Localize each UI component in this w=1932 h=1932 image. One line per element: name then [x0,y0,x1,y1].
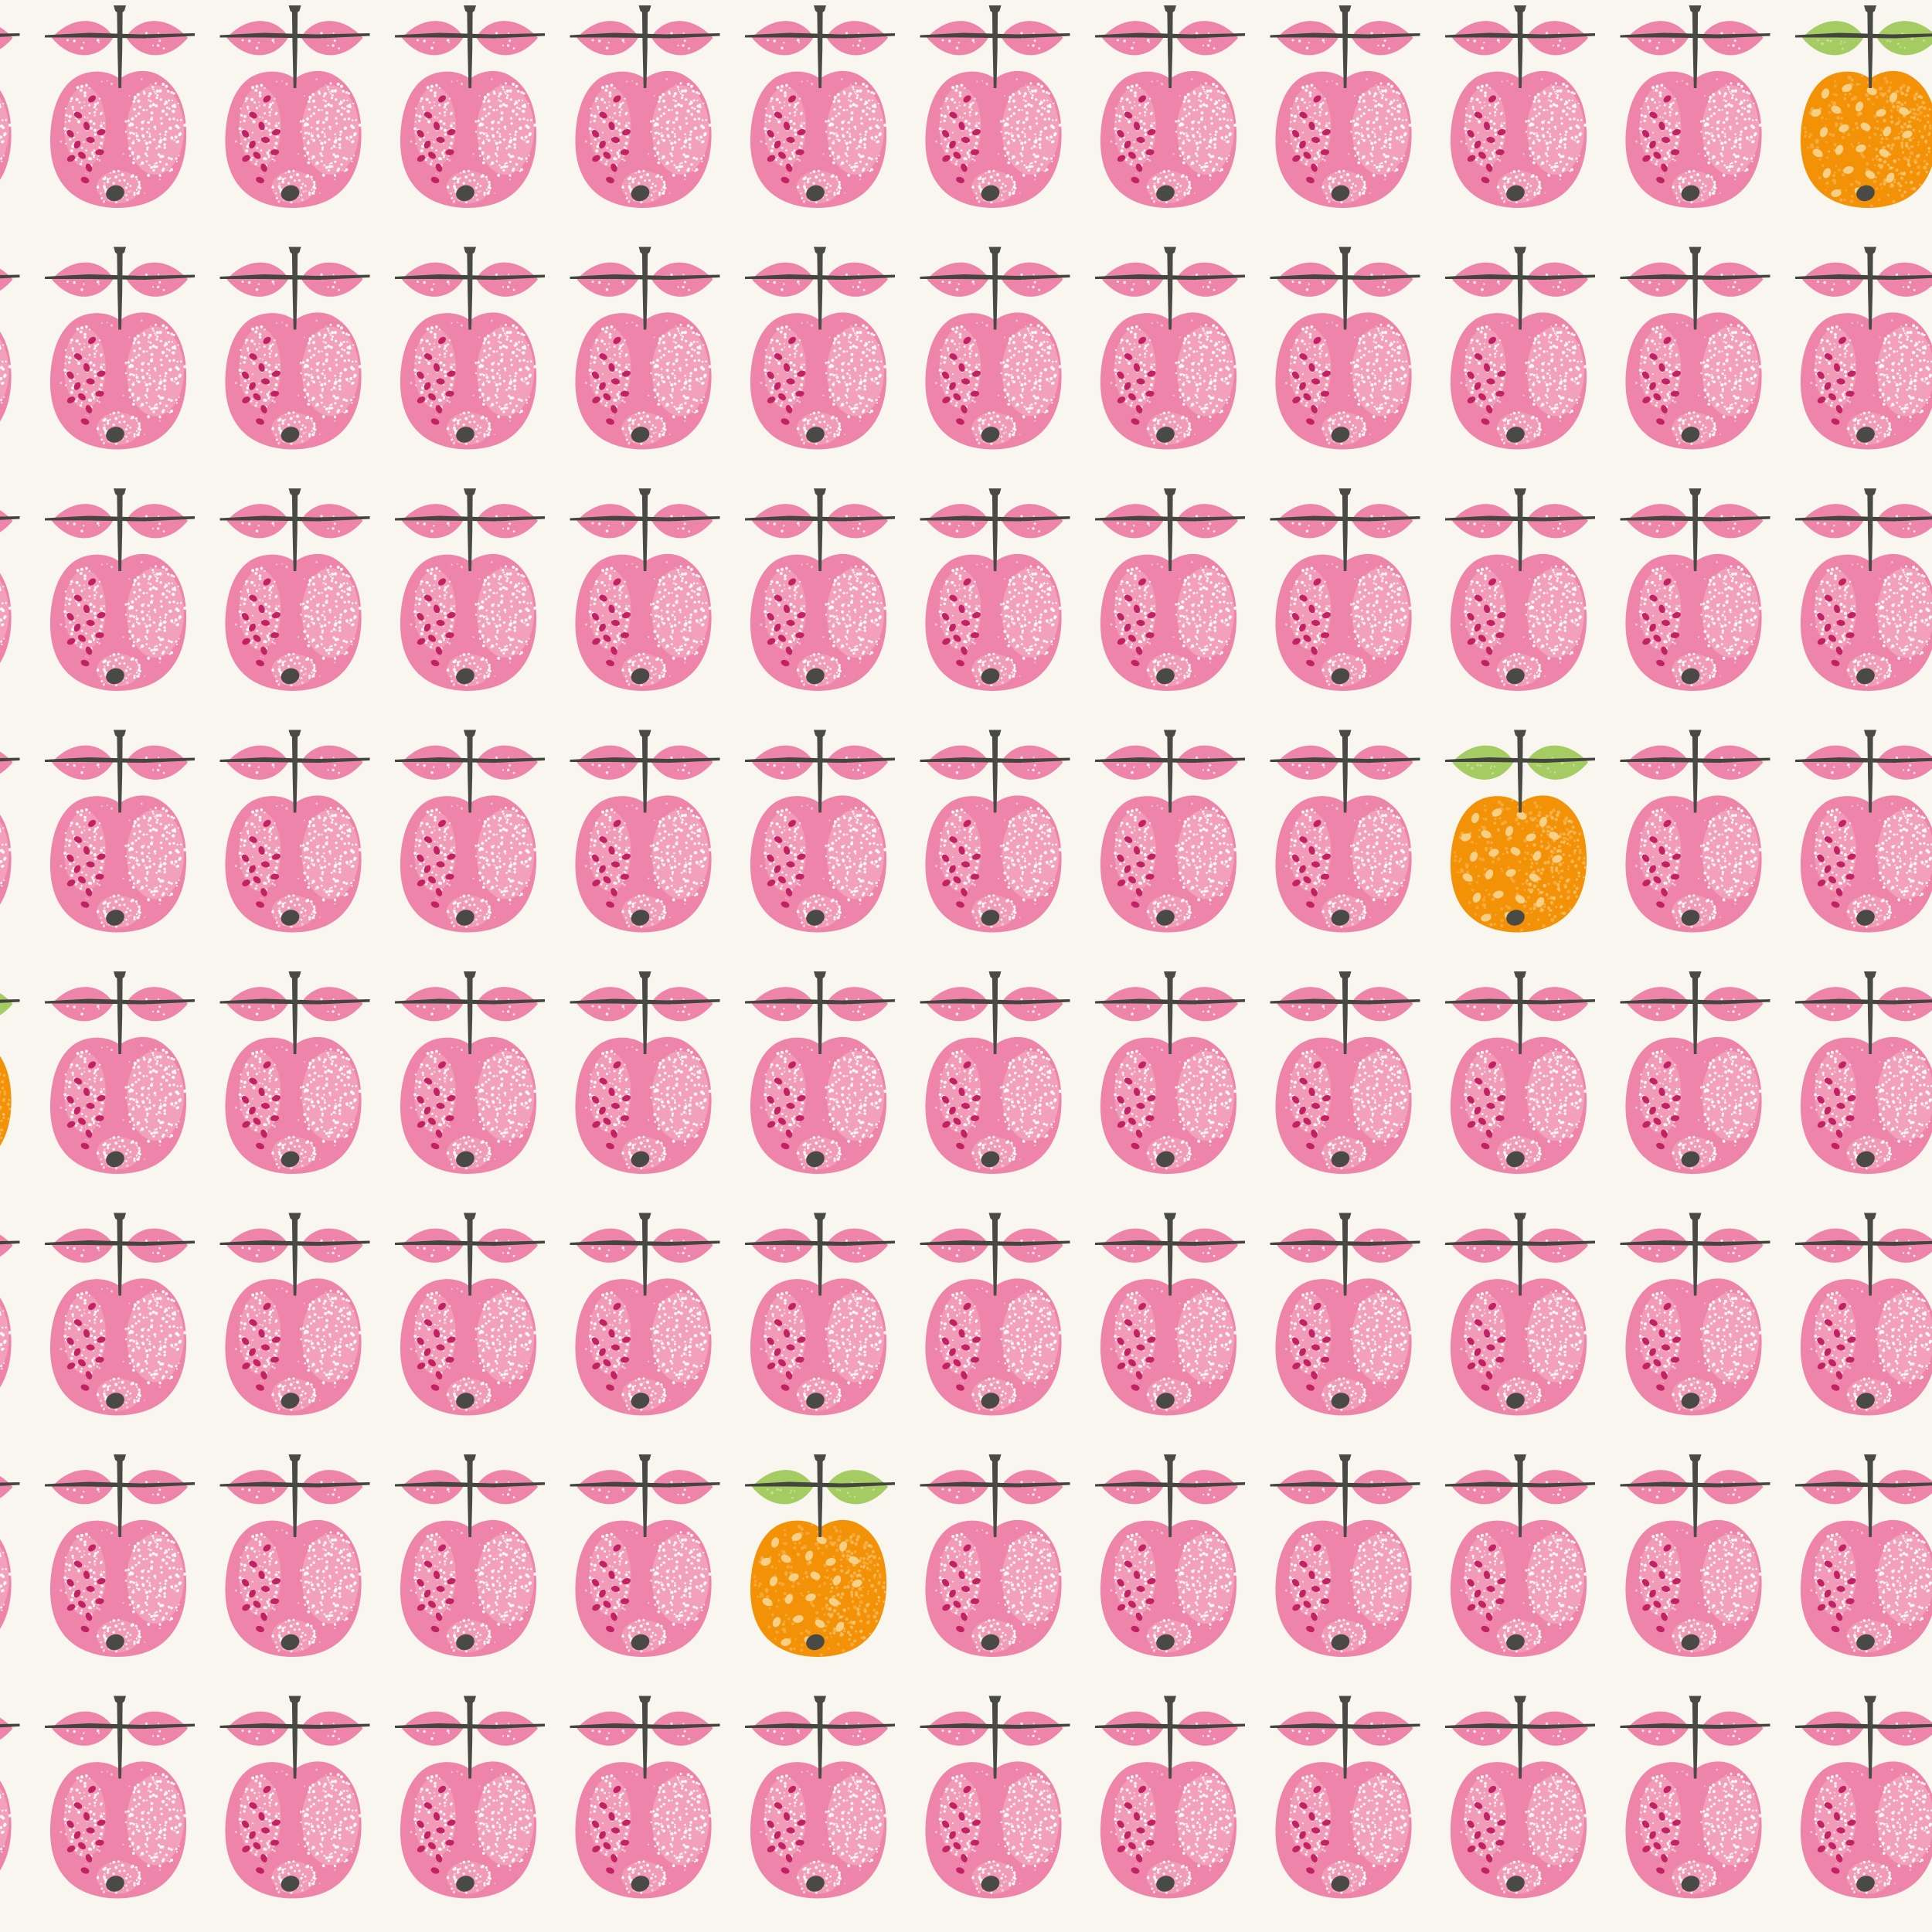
pink-apple-motif [45,1213,195,1416]
pink-apple-motif [920,730,1070,933]
pink-apple-motif [1095,1213,1245,1416]
pink-apple-motif [570,971,720,1174]
pink-apple-motif [570,1454,720,1657]
pink-apple-motif [1621,1213,1770,1416]
pink-apple-motif [220,730,370,933]
pink-apple-motif [220,488,370,691]
pink-apple-motif [920,1454,1070,1657]
pink-apple-motif [570,730,720,933]
pink-apple-motif [1270,1454,1420,1657]
pink-apple-motif [220,5,370,208]
pink-apple-motif [0,5,20,208]
pattern-grid [0,5,1932,1898]
pink-apple-motif [1795,488,1932,691]
pink-apple-motif [1095,488,1245,691]
pink-apple-motif [920,488,1070,691]
pink-apple-motif [1795,1213,1932,1416]
pink-apple-motif [920,5,1070,208]
pink-apple-motif [45,1454,195,1657]
pink-apple-motif [220,971,370,1174]
pink-apple-motif [1445,1213,1595,1416]
pink-apple-motif [1445,247,1595,450]
pink-apple-motif [1270,1696,1420,1899]
pink-apple-motif [920,247,1070,450]
orange-apple-motif [1445,730,1595,933]
pink-apple-motif [45,247,195,450]
pink-apple-motif [1621,730,1770,933]
pink-apple-motif [220,247,370,450]
pink-apple-motif [1270,488,1420,691]
pink-apple-motif [1270,971,1420,1174]
pink-apple-motif [1095,971,1245,1174]
pink-apple-motif [920,1213,1070,1416]
pink-apple-motif [1795,247,1932,450]
pink-apple-motif [0,247,20,450]
pink-apple-motif [1795,1454,1932,1657]
pink-apple-motif [745,5,895,208]
pink-apple-motif [1795,971,1932,1174]
pink-apple-motif [1095,5,1245,208]
pink-apple-motif [1270,730,1420,933]
pink-apple-motif [1095,1454,1245,1657]
pink-apple-motif [920,971,1070,1174]
orange-apple-motif [1795,5,1932,208]
pink-apple-motif [1270,1213,1420,1416]
pink-apple-motif [570,5,720,208]
pink-apple-motif [395,1213,545,1416]
pink-apple-motif [1621,5,1770,208]
pink-apple-motif [0,1213,20,1416]
pink-apple-motif [395,1454,545,1657]
pink-apple-motif [1621,1696,1770,1899]
pink-apple-motif [1095,247,1245,450]
pink-apple-motif [395,1696,545,1899]
pink-apple-motif [45,971,195,1174]
pink-apple-motif [45,730,195,933]
pink-apple-motif [1621,247,1770,450]
pink-apple-motif [570,488,720,691]
pink-apple-motif [395,247,545,450]
pink-apple-motif [220,1213,370,1416]
pink-apple-motif [45,1696,195,1899]
pink-apple-motif [1095,730,1245,933]
pink-apple-motif [1795,1696,1932,1899]
pink-apple-motif [745,730,895,933]
pink-apple-motif [1445,488,1595,691]
pink-apple-motif [0,488,20,691]
pink-apple-motif [1445,1454,1595,1657]
pink-apple-motif [745,1696,895,1899]
pink-apple-motif [570,1696,720,1899]
pink-apple-motif [1270,247,1420,450]
pink-apple-motif [1621,1454,1770,1657]
pink-apple-motif [1445,5,1595,208]
pink-apple-motif [1095,1696,1245,1899]
pink-apple-motif [395,488,545,691]
pink-apple-motif [745,1213,895,1416]
pink-apple-motif [220,1696,370,1899]
orange-apple-motif [745,1454,895,1657]
pink-apple-motif [1445,971,1595,1174]
pink-apple-motif [220,1454,370,1657]
pink-apple-motif [920,1696,1070,1899]
orange-apple-motif [0,971,20,1174]
pink-apple-motif [395,5,545,208]
pink-apple-motif [45,488,195,691]
pink-apple-motif [0,730,20,933]
pink-apple-motif [1621,971,1770,1174]
pink-apple-motif [1621,488,1770,691]
pink-apple-motif [745,247,895,450]
pink-apple-motif [1795,730,1932,933]
pink-apple-motif [1445,1696,1595,1899]
pink-apple-motif [395,971,545,1174]
pink-apple-motif [570,1213,720,1416]
pink-apple-motif [570,247,720,450]
pink-apple-motif [0,1696,20,1899]
pink-apple-motif [45,5,195,208]
pink-apple-motif [745,488,895,691]
pink-apple-motif [1270,5,1420,208]
pink-apple-motif [0,1454,20,1657]
pink-apple-motif [395,730,545,933]
pink-apple-motif [745,971,895,1174]
